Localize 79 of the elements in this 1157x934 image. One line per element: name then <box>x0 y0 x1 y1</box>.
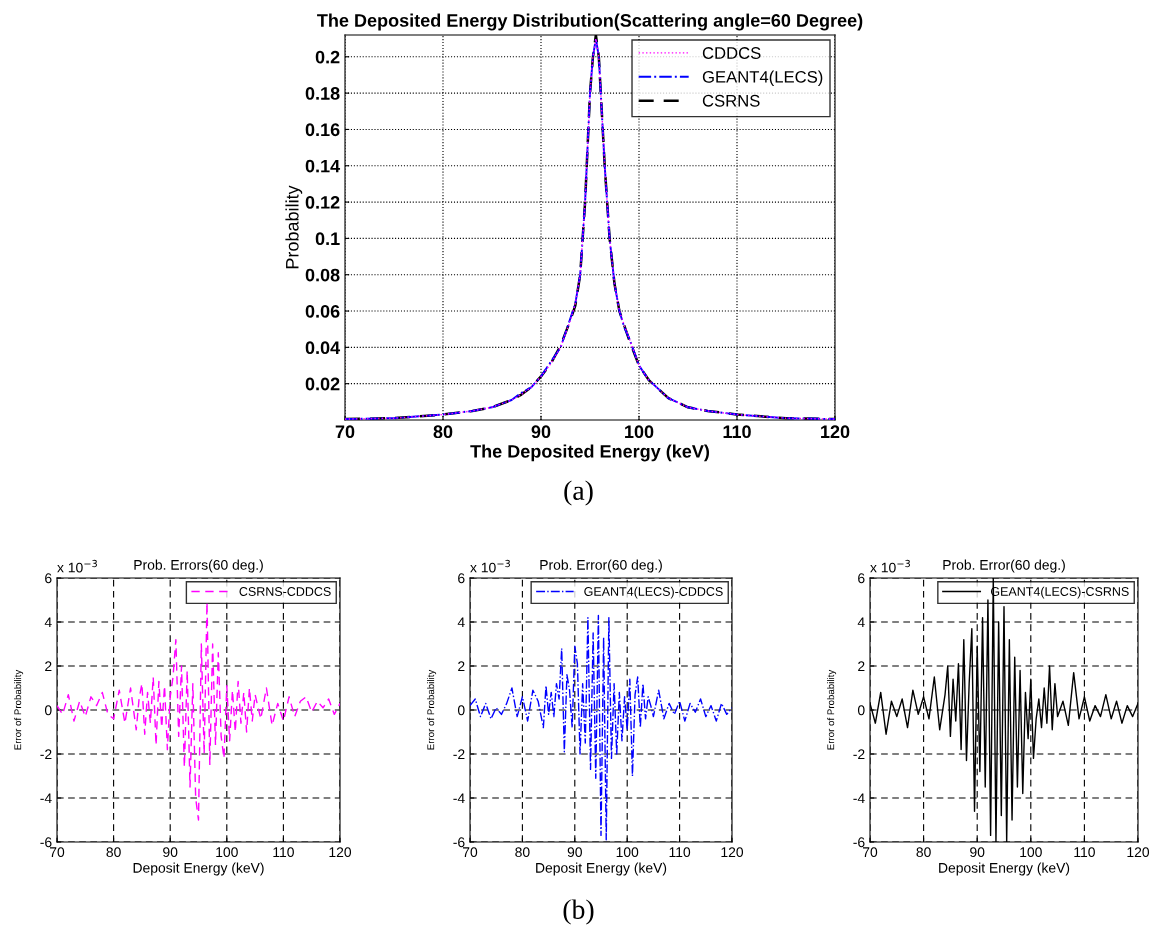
legend-label: GEANT4(LECS)-CDDCS <box>584 586 723 599</box>
legend-label: GEANT4(LECS) <box>702 70 823 87</box>
x-axis-title: The Deposited Energy (keV) <box>470 444 710 462</box>
x-tick-label: 120 <box>1127 847 1150 858</box>
y-tick-label: 6 <box>858 573 865 584</box>
text: (b) <box>563 899 594 925</box>
x-tick-label: 120 <box>721 847 744 858</box>
y-tick-label: 2 <box>45 661 52 672</box>
line-series <box>870 578 1138 842</box>
y-tick-label: 2 <box>458 661 465 672</box>
x-tick-label: 80 <box>515 847 530 858</box>
x-tick-label: 120 <box>821 425 850 439</box>
x-tick-label: 90 <box>531 425 551 439</box>
x-tick-label: 100 <box>1020 847 1042 858</box>
x-tick-label: 90 <box>163 847 178 858</box>
y-tick-label: -2 <box>40 749 52 760</box>
y-tick-label: 0.14 <box>305 159 341 173</box>
x-tick-label: 80 <box>433 425 453 439</box>
text: (a) <box>564 480 593 506</box>
text: x 10$^{−3}$ <box>870 559 910 573</box>
y-tick-label: -4 <box>853 793 865 804</box>
y-axis-title: Error of Probability <box>14 669 24 750</box>
x-tick-label: 110 <box>1074 847 1095 858</box>
text: x 10$^{−3}$ <box>57 559 97 573</box>
chart-title: Prob. Error(60 deg.) <box>540 559 662 573</box>
x-tick-label: 70 <box>462 847 478 858</box>
y-tick-label: 0 <box>457 705 465 716</box>
chart-title: Prob. Errors(60 deg.) <box>134 559 263 573</box>
y-tick-label: 0.08 <box>305 268 340 282</box>
x-tick-label: 100 <box>216 847 238 858</box>
x-tick-label: 120 <box>329 847 352 858</box>
chart-title: Prob. Error(60 deg.) <box>943 559 1065 573</box>
y-tick-label: 4 <box>857 617 865 628</box>
y-axis-title: Error of Probability <box>427 669 437 750</box>
x-tick-label: 110 <box>723 425 751 439</box>
y-tick-label: -6 <box>453 837 465 848</box>
legend-label: CDDCS <box>702 47 761 59</box>
x-tick-label: 90 <box>970 847 985 858</box>
y-tick-label: -2 <box>853 749 865 760</box>
y-tick-label: 6 <box>45 573 52 584</box>
y-tick-label: -2 <box>453 749 465 760</box>
line-series <box>57 601 340 821</box>
x-axis-title: Deposit Energy (keV) <box>133 862 264 876</box>
y-tick-label: 2 <box>858 661 865 672</box>
legend-label: CSRNS <box>702 94 760 107</box>
y-tick-label: 0.12 <box>305 196 340 209</box>
x-axis-title: Deposit Energy (keV) <box>536 862 667 876</box>
y-tick-label: 0.04 <box>305 341 341 355</box>
x-tick-label: 80 <box>916 847 931 858</box>
y-tick-label: 0.16 <box>305 123 340 137</box>
y-tick-label: 0.06 <box>305 304 340 318</box>
y-tick-label: -4 <box>40 793 52 804</box>
y-tick-label: 0 <box>44 705 52 716</box>
x-tick-label: 110 <box>273 847 294 858</box>
y-tick-label: 4 <box>457 617 465 628</box>
y-axis-title: Probability <box>285 185 303 269</box>
y-tick-label: 0.18 <box>305 87 340 100</box>
y-tick-label: -4 <box>453 793 465 804</box>
chart-title: The Deposited Energy Distribution(Scattering angle=60 Degree) <box>317 13 863 31</box>
x-tick-label: 110 <box>669 847 691 858</box>
x-tick-label: 100 <box>616 847 639 858</box>
legend-label: CSRNS-CDDCS <box>239 587 331 596</box>
x-tick-label: 80 <box>106 847 121 858</box>
x-tick-label: 70 <box>49 847 65 858</box>
y-axis-title: Error of Probability <box>827 669 837 750</box>
y-tick-label: 0.2 <box>315 50 340 64</box>
y-tick-label: 0 <box>857 705 865 716</box>
x-tick-label: 70 <box>335 425 355 439</box>
x-axis-title: Deposit Energy (keV) <box>939 862 1070 876</box>
y-tick-label: 0.1 <box>315 232 340 246</box>
x-tick-label: 90 <box>567 847 582 858</box>
y-tick-label: 0.02 <box>305 377 340 391</box>
text: x 10$^{−3}$ <box>470 559 510 573</box>
y-tick-label: -6 <box>40 837 52 848</box>
y-tick-label: -6 <box>853 837 865 848</box>
y-tick-label: 6 <box>458 573 465 584</box>
x-tick-label: 100 <box>625 425 654 439</box>
x-tick-label: 70 <box>862 847 878 858</box>
y-tick-label: 4 <box>44 617 52 628</box>
